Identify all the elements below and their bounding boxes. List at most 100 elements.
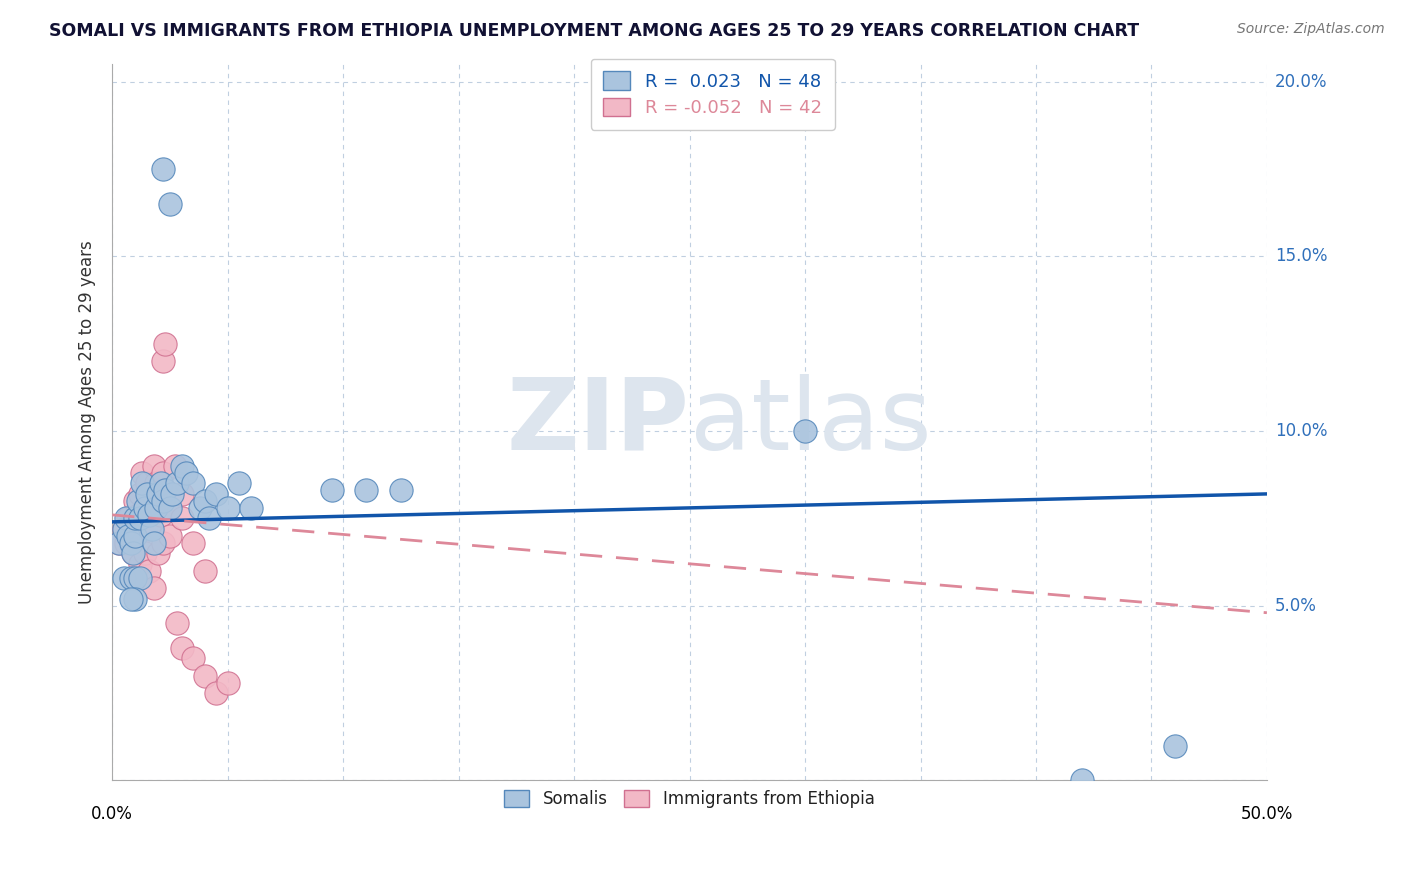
Point bbox=[131, 476, 153, 491]
Point bbox=[122, 546, 145, 560]
Point bbox=[1071, 773, 1094, 788]
Point bbox=[124, 571, 146, 585]
Point bbox=[141, 500, 163, 515]
Point bbox=[228, 476, 250, 491]
Point bbox=[138, 508, 160, 522]
Point bbox=[194, 564, 217, 578]
Point bbox=[129, 511, 152, 525]
Point bbox=[170, 511, 193, 525]
Point bbox=[124, 494, 146, 508]
Point bbox=[131, 466, 153, 480]
Point bbox=[181, 536, 204, 550]
Point bbox=[166, 616, 188, 631]
Point bbox=[129, 487, 152, 501]
Point bbox=[155, 483, 177, 498]
Point bbox=[217, 500, 239, 515]
Point bbox=[115, 511, 138, 525]
Text: SOMALI VS IMMIGRANTS FROM ETHIOPIA UNEMPLOYMENT AMONG AGES 25 TO 29 YEARS CORREL: SOMALI VS IMMIGRANTS FROM ETHIOPIA UNEMP… bbox=[49, 22, 1139, 40]
Text: 15.0%: 15.0% bbox=[1275, 247, 1327, 265]
Point bbox=[794, 424, 817, 438]
Point bbox=[129, 557, 152, 571]
Point bbox=[127, 494, 149, 508]
Text: 10.0%: 10.0% bbox=[1275, 422, 1327, 440]
Point bbox=[356, 483, 378, 498]
Point bbox=[112, 522, 135, 536]
Point bbox=[124, 511, 146, 525]
Point bbox=[1163, 739, 1185, 753]
Point bbox=[148, 546, 170, 560]
Text: 5.0%: 5.0% bbox=[1275, 597, 1317, 615]
Point bbox=[142, 581, 165, 595]
Point bbox=[124, 591, 146, 606]
Point bbox=[321, 483, 343, 498]
Point bbox=[117, 529, 139, 543]
Text: atlas: atlas bbox=[689, 374, 931, 471]
Point bbox=[122, 546, 145, 560]
Point bbox=[124, 529, 146, 543]
Point bbox=[145, 500, 167, 515]
Point bbox=[166, 476, 188, 491]
Point bbox=[134, 546, 156, 560]
Point bbox=[162, 487, 184, 501]
Point bbox=[149, 476, 172, 491]
Text: Source: ZipAtlas.com: Source: ZipAtlas.com bbox=[1237, 22, 1385, 37]
Y-axis label: Unemployment Among Ages 25 to 29 years: Unemployment Among Ages 25 to 29 years bbox=[79, 241, 96, 604]
Point bbox=[138, 564, 160, 578]
Point bbox=[148, 487, 170, 501]
Point bbox=[115, 536, 138, 550]
Point bbox=[389, 483, 412, 498]
Point bbox=[152, 466, 174, 480]
Point bbox=[152, 161, 174, 176]
Point bbox=[155, 336, 177, 351]
Point bbox=[188, 500, 211, 515]
Point bbox=[129, 571, 152, 585]
Point bbox=[108, 536, 131, 550]
Point bbox=[120, 536, 142, 550]
Point bbox=[198, 511, 221, 525]
Point bbox=[205, 686, 228, 700]
Point bbox=[159, 197, 181, 211]
Point bbox=[135, 476, 157, 491]
Point bbox=[170, 640, 193, 655]
Point bbox=[112, 522, 135, 536]
Point bbox=[120, 529, 142, 543]
Point bbox=[163, 458, 186, 473]
Point bbox=[159, 529, 181, 543]
Point bbox=[141, 522, 163, 536]
Point bbox=[120, 591, 142, 606]
Text: 20.0%: 20.0% bbox=[1275, 72, 1327, 90]
Text: 0.0%: 0.0% bbox=[91, 805, 134, 823]
Point bbox=[194, 668, 217, 682]
Point bbox=[194, 494, 217, 508]
Point bbox=[155, 483, 177, 498]
Point bbox=[217, 675, 239, 690]
Point bbox=[142, 458, 165, 473]
Point bbox=[135, 487, 157, 501]
Point bbox=[174, 466, 197, 480]
Point bbox=[205, 487, 228, 501]
Point bbox=[170, 458, 193, 473]
Point bbox=[181, 476, 204, 491]
Point bbox=[134, 500, 156, 515]
Point bbox=[120, 571, 142, 585]
Point bbox=[159, 500, 181, 515]
Point bbox=[181, 651, 204, 665]
Point bbox=[108, 536, 131, 550]
Point bbox=[239, 500, 262, 515]
Point bbox=[170, 487, 193, 501]
Point bbox=[152, 494, 174, 508]
Point bbox=[159, 500, 181, 515]
Text: 50.0%: 50.0% bbox=[1240, 805, 1294, 823]
Point bbox=[117, 511, 139, 525]
Point bbox=[124, 571, 146, 585]
Point bbox=[149, 508, 172, 522]
Text: ZIP: ZIP bbox=[506, 374, 689, 471]
Point bbox=[138, 522, 160, 536]
Point bbox=[112, 571, 135, 585]
Point bbox=[152, 354, 174, 368]
Legend: Somalis, Immigrants from Ethiopia: Somalis, Immigrants from Ethiopia bbox=[498, 784, 882, 815]
Point bbox=[145, 476, 167, 491]
Point bbox=[152, 536, 174, 550]
Point bbox=[127, 508, 149, 522]
Point bbox=[134, 500, 156, 515]
